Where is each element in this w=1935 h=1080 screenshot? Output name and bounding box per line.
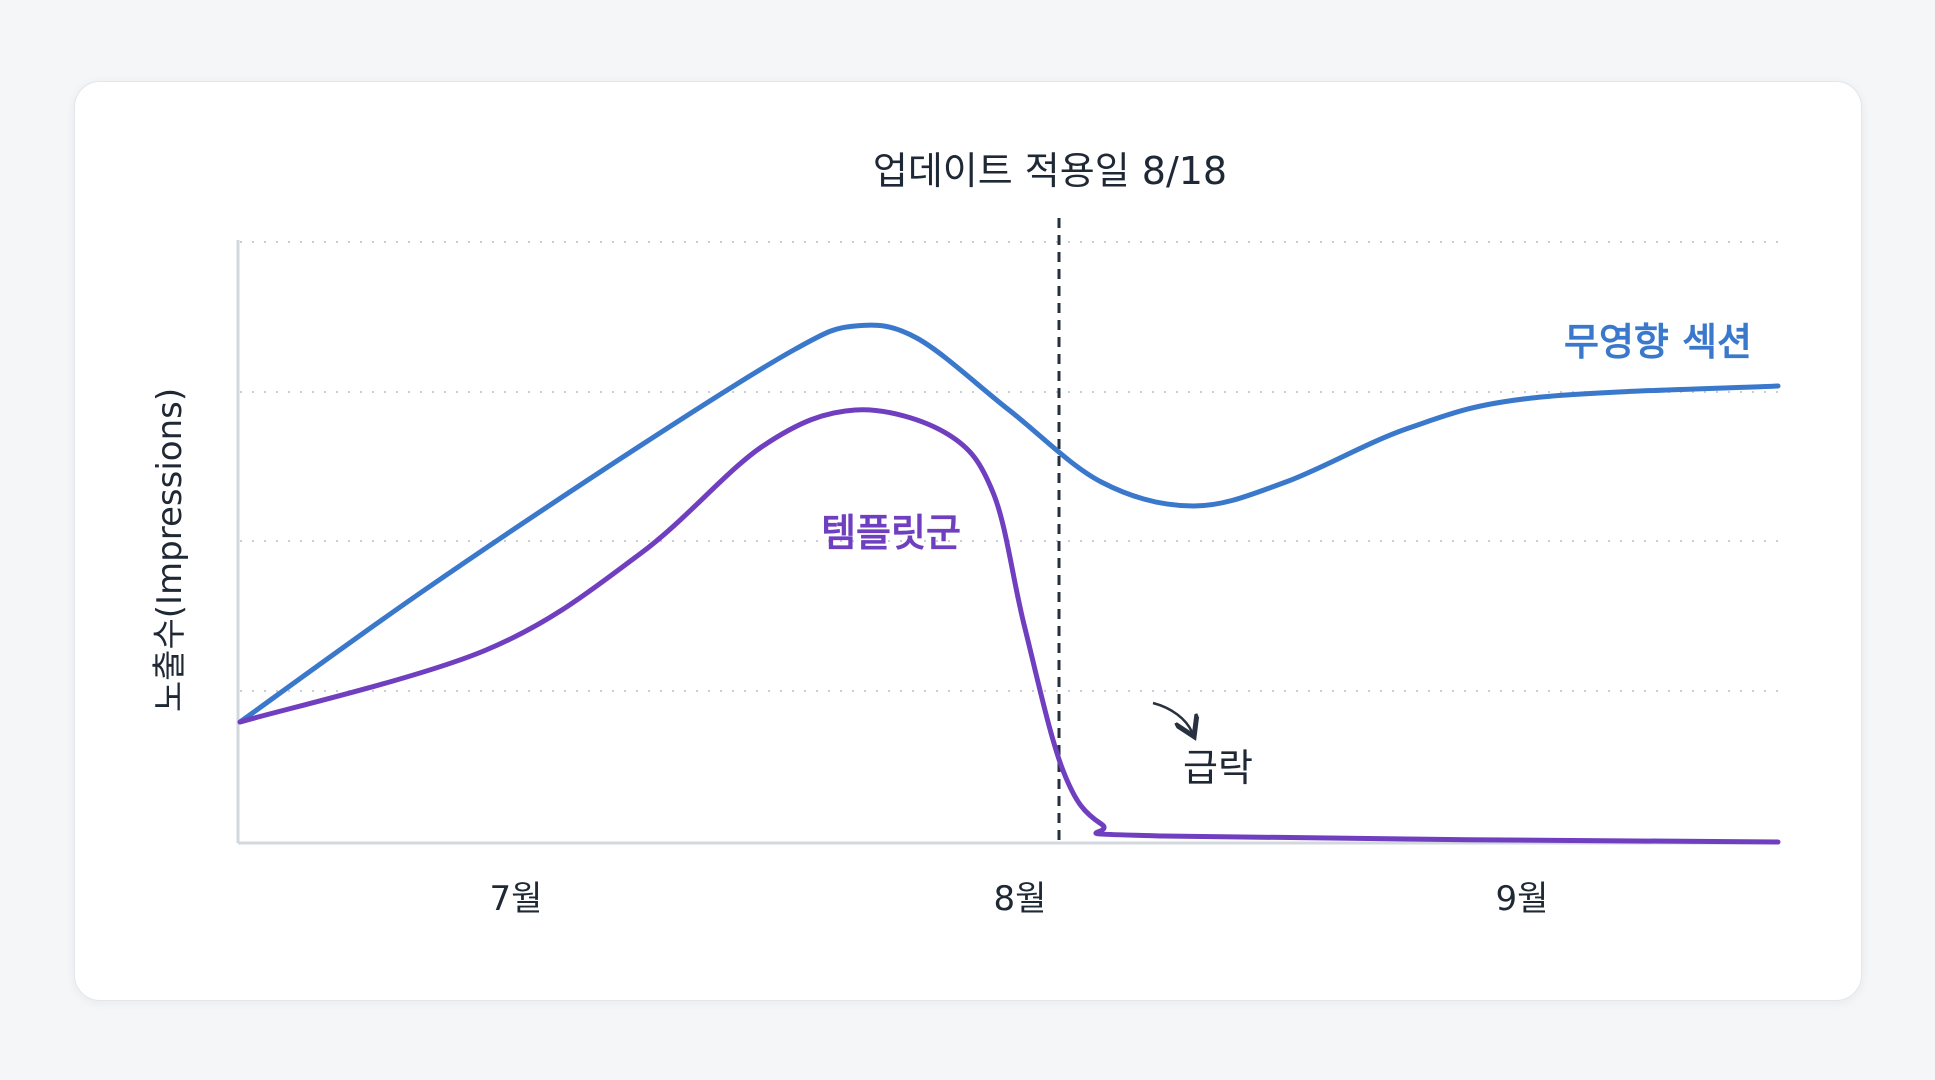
drop-annotation-label: 급락 xyxy=(1183,746,1253,790)
series-label-unaffected-section: 무영향 섹션 xyxy=(1564,320,1752,364)
series-line-template-group xyxy=(237,407,1781,845)
series-label-template-group: 템플릿군 xyxy=(821,511,961,555)
update-date-label: 업데이트 적용일 8/18 xyxy=(873,149,1227,193)
series-line-unaffected-section xyxy=(237,322,1781,725)
x-tick-label: 8월 xyxy=(994,879,1047,919)
x-tick-label: 7월 xyxy=(490,879,543,919)
drop-arrow-icon xyxy=(1152,701,1192,732)
gridlines xyxy=(240,241,1780,692)
x-tick-label: 9월 xyxy=(1496,879,1549,919)
y-axis-label: 노출수(Impressions) xyxy=(150,388,190,712)
